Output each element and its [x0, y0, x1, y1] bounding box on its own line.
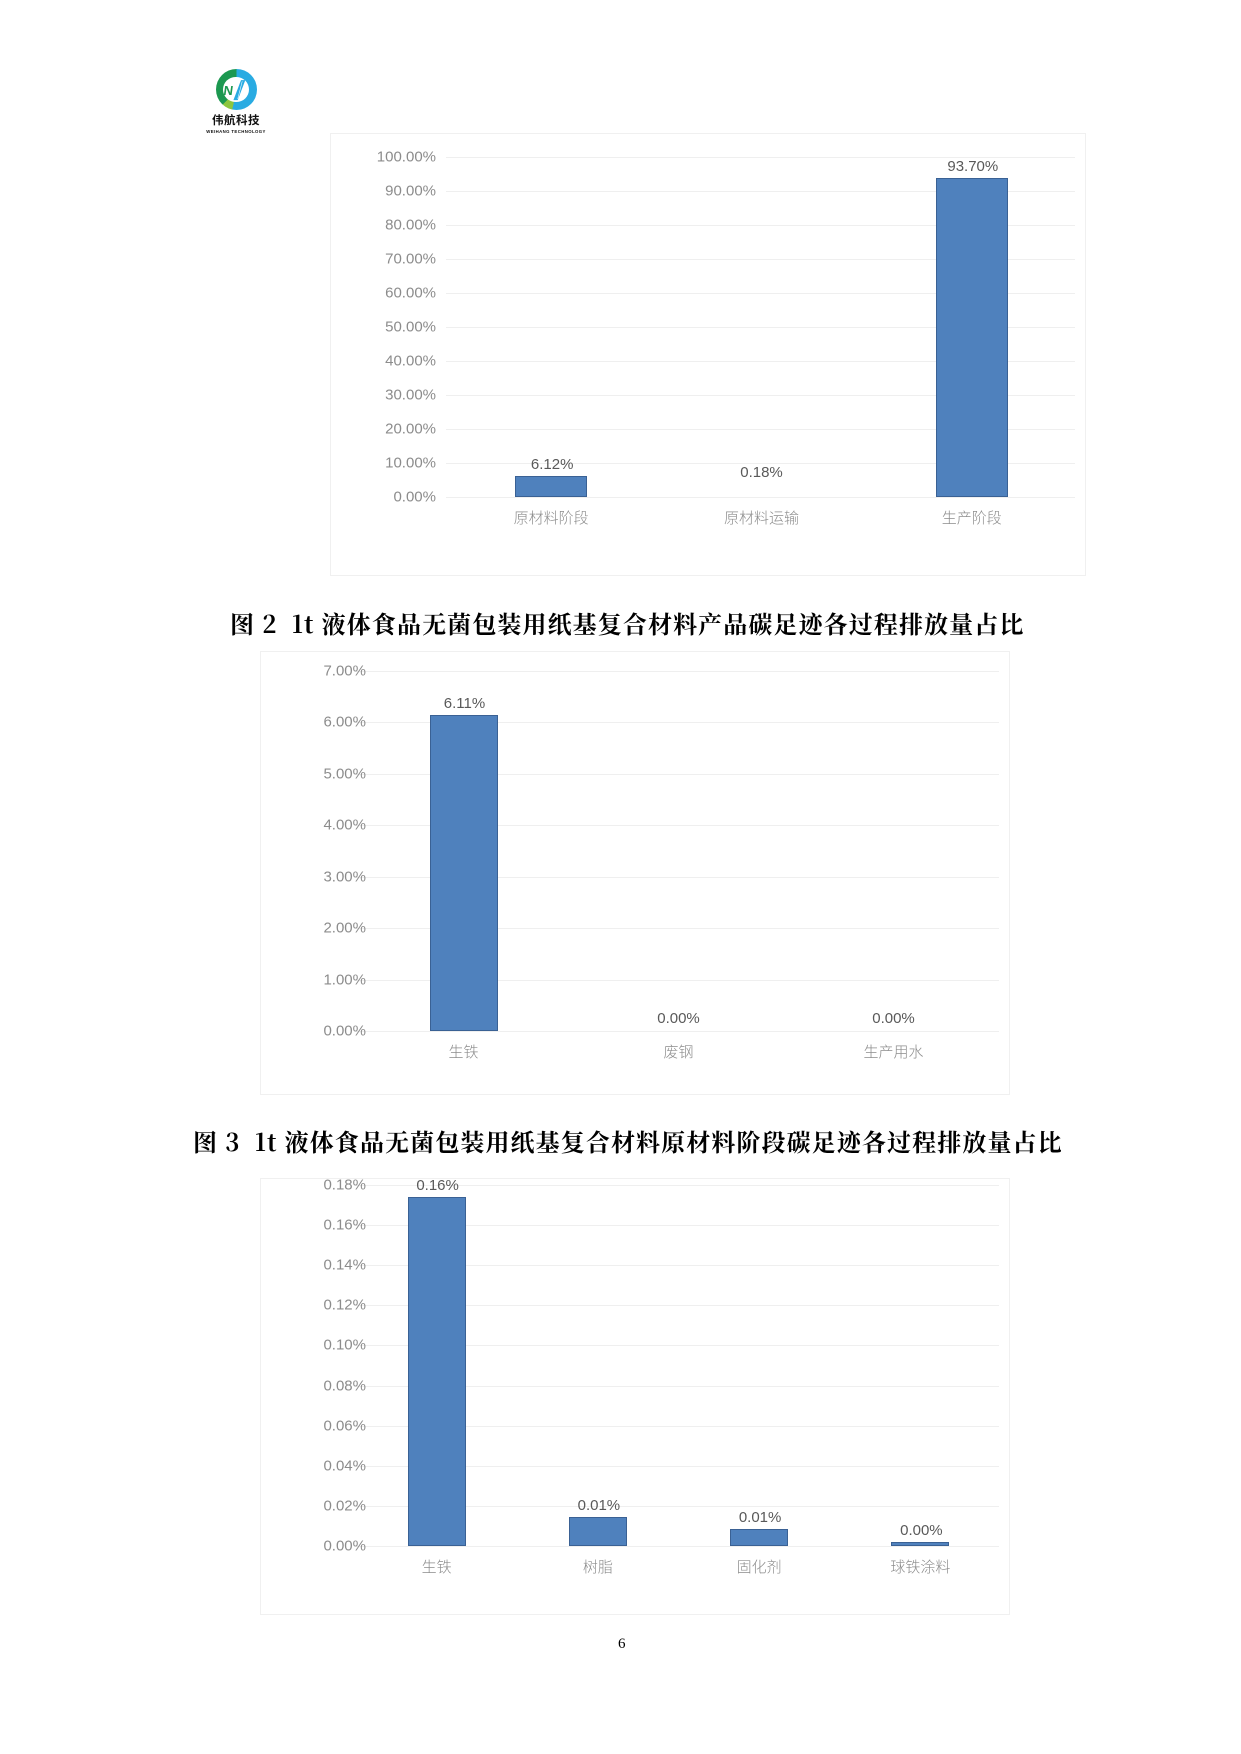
svg-text:N: N: [222, 83, 234, 98]
